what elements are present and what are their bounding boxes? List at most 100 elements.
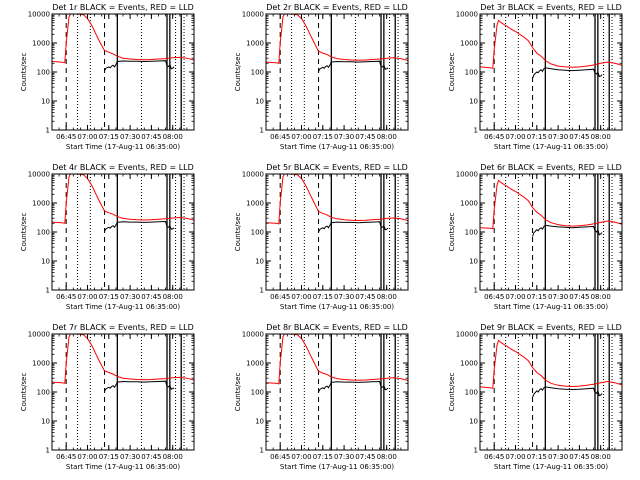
x-tick-label: 07:15 <box>313 133 333 141</box>
lld-rate-line <box>480 19 622 69</box>
panel-title: Det 6r BLACK = Events, RED = LLD <box>480 163 622 172</box>
y-tick-label: 100 <box>37 69 50 77</box>
y-axis-label: Counts/sec <box>448 213 456 252</box>
x-tick-label: 08:00 <box>377 293 397 301</box>
x-tick-label: 07:15 <box>313 293 333 301</box>
plot-frame <box>479 173 623 291</box>
y-tick-label: 1000 <box>246 40 264 48</box>
x-tick-label: 07:15 <box>527 133 547 141</box>
y-axis-label: Counts/sec <box>20 213 28 252</box>
plot-area <box>480 334 622 450</box>
events-rate-line <box>318 221 389 233</box>
x-tick-label: 07:00 <box>77 293 97 301</box>
x-tick-label: 08:00 <box>591 133 611 141</box>
x-tick-label: 06:45 <box>484 453 504 461</box>
x-tick-label: 07:15 <box>99 453 119 461</box>
panel-7: Det 7r BLACK = Events, RED = LLD Counts/s… <box>20 323 195 471</box>
y-tick-label: 10 <box>41 258 50 266</box>
y-tick-label: 1 <box>46 127 50 135</box>
y-tick-label: 10000 <box>242 171 264 179</box>
x-tick-label: 07:15 <box>313 453 333 461</box>
x-tick-label: 07:30 <box>120 293 140 301</box>
x-tick-label: 07:30 <box>548 453 568 461</box>
x-tick-label: 07:30 <box>334 133 354 141</box>
panel-3: Det 3r BLACK = Events, RED = LLD Counts/s… <box>448 3 623 151</box>
x-tick-label: 07:45 <box>141 133 161 141</box>
y-axis-label: Counts/sec <box>20 373 28 412</box>
plot-area <box>266 174 408 290</box>
x-axis-label: Start Time (17-Aug-11 06:35:00) <box>66 143 180 151</box>
x-axis-label: Start Time (17-Aug-11 06:35:00) <box>494 143 608 151</box>
x-tick-label: 07:45 <box>141 453 161 461</box>
y-tick-label: 10 <box>41 418 50 426</box>
events-rate-line <box>532 224 603 237</box>
y-tick-label: 10 <box>469 418 478 426</box>
x-tick-label: 08:00 <box>591 453 611 461</box>
x-tick-label: 08:00 <box>163 293 183 301</box>
x-tick-label: 08:00 <box>163 453 183 461</box>
plot-area <box>52 334 194 450</box>
y-tick-label: 1000 <box>460 360 478 368</box>
events-rate-line <box>318 380 389 393</box>
x-tick-label: 07:00 <box>505 133 525 141</box>
y-axis-label: Counts/sec <box>448 373 456 412</box>
x-tick-label: 07:30 <box>120 133 140 141</box>
x-tick-label: 07:45 <box>355 293 375 301</box>
y-tick-label: 100 <box>465 229 478 237</box>
x-tick-label: 08:00 <box>377 133 397 141</box>
y-tick-label: 1 <box>474 287 478 295</box>
x-tick-label: 06:45 <box>56 133 76 141</box>
x-axis-label: Start Time (17-Aug-11 06:35:00) <box>494 303 608 311</box>
x-tick-label: 06:45 <box>270 133 290 141</box>
panel-title: Det 3r BLACK = Events, RED = LLD <box>480 3 622 12</box>
x-tick-label: 06:45 <box>56 453 76 461</box>
y-tick-label: 10000 <box>28 331 50 339</box>
panel-8: Det 8r BLACK = Events, RED = LLD Counts/s… <box>234 323 409 471</box>
y-axis-label: Counts/sec <box>234 373 242 412</box>
x-tick-label: 07:15 <box>99 293 119 301</box>
y-tick-label: 100 <box>465 389 478 397</box>
x-axis-label: Start Time (17-Aug-11 06:35:00) <box>280 463 394 471</box>
x-tick-label: 07:00 <box>291 133 311 141</box>
x-tick-label: 07:30 <box>334 453 354 461</box>
panel-title: Det 8r BLACK = Events, RED = LLD <box>266 323 408 332</box>
x-tick-label: 06:45 <box>270 453 290 461</box>
events-rate-line <box>318 60 389 72</box>
y-tick-label: 1 <box>46 287 50 295</box>
y-tick-label: 100 <box>37 389 50 397</box>
panel-title: Det 2r BLACK = Events, RED = LLD <box>266 3 408 12</box>
x-tick-label: 07:00 <box>77 133 97 141</box>
y-tick-label: 100 <box>465 69 478 77</box>
x-tick-label: 07:00 <box>505 453 525 461</box>
x-tick-label: 08:00 <box>163 133 183 141</box>
x-axis-label: Start Time (17-Aug-11 06:35:00) <box>280 143 394 151</box>
x-tick-label: 07:00 <box>505 293 525 301</box>
y-tick-label: 1 <box>260 127 264 135</box>
panel-9: Det 9r BLACK = Events, RED = LLD Counts/s… <box>448 323 623 471</box>
y-tick-label: 10000 <box>242 331 264 339</box>
x-tick-label: 07:30 <box>548 133 568 141</box>
y-tick-label: 10 <box>469 98 478 106</box>
x-tick-label: 07:30 <box>548 293 568 301</box>
plot-frame <box>265 173 409 291</box>
panel-title: Det 4r BLACK = Events, RED = LLD <box>52 163 194 172</box>
plot-frame <box>51 173 195 291</box>
y-axis-label: Counts/sec <box>448 53 456 92</box>
plot-area <box>52 174 194 290</box>
plot-area <box>266 334 408 450</box>
y-axis-label: Counts/sec <box>234 53 242 92</box>
plot-frame <box>479 13 623 131</box>
panel-title: Det 7r BLACK = Events, RED = LLD <box>52 323 194 332</box>
x-tick-label: 08:00 <box>377 453 397 461</box>
y-tick-label: 1000 <box>460 200 478 208</box>
y-tick-label: 100 <box>251 389 264 397</box>
x-axis-label: Start Time (17-Aug-11 06:35:00) <box>280 303 394 311</box>
x-tick-label: 07:45 <box>355 133 375 141</box>
y-tick-label: 1000 <box>32 40 50 48</box>
lld-rate-line <box>52 334 194 384</box>
y-tick-label: 1 <box>474 447 478 455</box>
x-tick-label: 07:15 <box>527 453 547 461</box>
y-tick-label: 10000 <box>456 11 478 19</box>
plot-area <box>266 14 408 130</box>
y-tick-label: 1000 <box>460 40 478 48</box>
